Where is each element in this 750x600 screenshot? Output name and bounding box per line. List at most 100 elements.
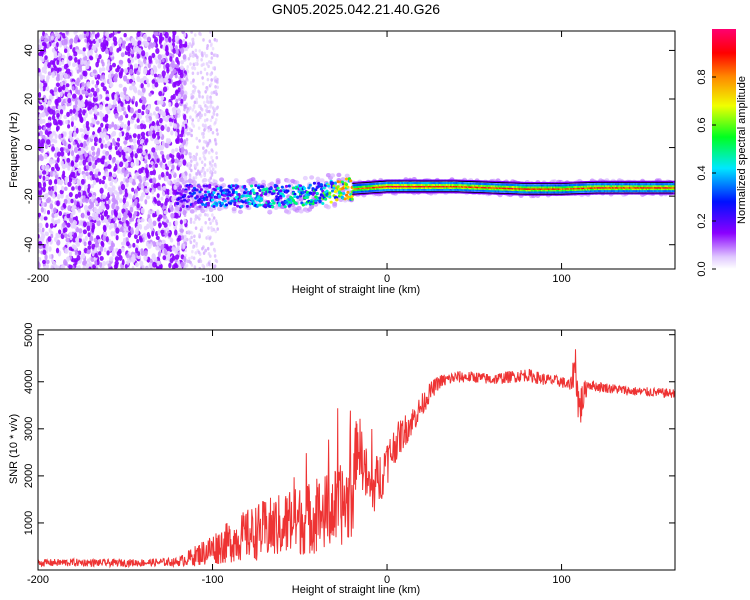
spectrogram-cell [133, 211, 138, 216]
spectrogram-cell [203, 67, 207, 72]
spectrogram-cell [175, 98, 179, 104]
spectrogram-cell [159, 32, 163, 37]
spectrogram-cell [112, 36, 117, 43]
spectrogram-cell [176, 245, 180, 252]
spectrogram-cell [109, 256, 114, 262]
spectrogram-cell [162, 45, 166, 50]
spectrogram-cell [38, 119, 42, 124]
spectrogram-cell [127, 231, 132, 238]
spectrogram-cell [45, 77, 50, 83]
spectrogram-cell [255, 191, 259, 195]
spectrogram-cell [165, 62, 170, 69]
spectrogram-cell [107, 103, 112, 110]
spectrogram-cell [123, 33, 127, 38]
spectrogram-cell [88, 44, 92, 51]
spectrogram-cell [94, 246, 98, 253]
spectrogram-cell [174, 147, 179, 153]
spectrogram-cell [111, 250, 115, 257]
spectrogram-cell [194, 53, 198, 57]
spectrogram-cell [58, 229, 62, 235]
spectrogram-cell [53, 86, 58, 93]
spectrogram-cell [151, 230, 155, 237]
spectrogram-cell [287, 184, 291, 188]
spectrogram-cell [197, 104, 201, 109]
spectrogram-cell [84, 91, 89, 96]
spectrogram-cell [132, 95, 136, 102]
spectrogram-cell [102, 260, 107, 267]
spectrogram-cell [85, 171, 89, 177]
spectrogram-cell [241, 200, 245, 204]
spectrogram-cell [92, 179, 97, 186]
spectrogram-cell [146, 78, 149, 84]
spectrogram-cell [59, 91, 63, 97]
spectrogram-cell [173, 212, 178, 218]
spectrogram-cell [116, 137, 121, 142]
spectrogram-cell [152, 64, 156, 71]
spectrogram-cell [195, 136, 199, 141]
spectrogram-cell [68, 251, 73, 256]
spectrogram-cell [190, 96, 194, 100]
spectrogram-cell [127, 120, 131, 127]
spectrogram-cell [206, 201, 210, 205]
spectrogram-cell [44, 64, 48, 71]
spectrogram-cell [109, 82, 114, 88]
spectrogram-cell [202, 177, 208, 183]
spectrogram-cell [62, 32, 66, 39]
spectrogram-cell [74, 31, 79, 34]
spectrogram-cell [160, 150, 164, 155]
spectrogram-cell [199, 188, 203, 192]
spectrogram-cell [111, 62, 117, 68]
spectrogram-cell [98, 205, 102, 212]
spectrogram-cell [137, 133, 141, 140]
spectrogram-cell [138, 148, 143, 154]
spectrogram-cell [70, 198, 74, 204]
spectrogram-cell [41, 134, 46, 140]
spectrogram-cell [130, 161, 134, 168]
spectrogram-cell [202, 184, 206, 188]
spectrogram-cell [102, 155, 106, 161]
spectrogram-cell [167, 180, 171, 186]
spectrogram-cell [315, 176, 321, 182]
spectrogram-cell [84, 38, 88, 43]
spectrogram-cell [180, 147, 185, 154]
spectrogram-cell [198, 94, 201, 99]
spectrogram-cell [82, 47, 86, 52]
spectrogram-cell [38, 72, 42, 77]
spectrogram-cell [90, 122, 94, 128]
spectrogram-cell [164, 124, 168, 130]
spectrogram-cell [39, 82, 43, 89]
spectrogram-cell [302, 175, 308, 181]
spectrogram-cell [74, 34, 79, 41]
spectrogram-cell [121, 105, 125, 112]
spectrogram-cell [180, 129, 185, 135]
spectrogram-cell [160, 243, 165, 248]
spectrogram-cell [210, 163, 213, 168]
spectrogram-cell [156, 209, 160, 216]
spectrogram-cell [224, 203, 229, 207]
spectrogram-cell [137, 40, 142, 46]
spectrogram-cell [48, 254, 52, 259]
spectrogram-cell [49, 133, 54, 139]
spectrogram-cell [56, 59, 60, 66]
spectrogram-cell [129, 107, 134, 114]
spectrogram-cell [73, 232, 78, 239]
spectrogram-cell [179, 137, 184, 144]
spectrogram-cell [43, 82, 48, 88]
spectrogram-cell [178, 185, 183, 189]
spectrogram-cell [92, 69, 97, 74]
spectrogram-cell [315, 191, 319, 195]
spectrogram-cell [181, 204, 185, 208]
spectrogram-cell [76, 241, 81, 247]
spectrogram-cell [298, 209, 304, 214]
spectrogram-cell [85, 31, 90, 37]
spectrogram-cell [301, 203, 305, 207]
spectrogram-cell [176, 240, 181, 247]
spectrogram-cell [236, 184, 240, 188]
spectrogram-cell [190, 255, 194, 260]
spectrogram-cell [87, 101, 93, 107]
spectrogram-cell [230, 199, 234, 203]
spectrogram-cell [201, 95, 204, 99]
spectrogram-cell [139, 260, 144, 267]
spectrogram-cell [206, 213, 209, 217]
spectrogram-cell [138, 113, 143, 120]
